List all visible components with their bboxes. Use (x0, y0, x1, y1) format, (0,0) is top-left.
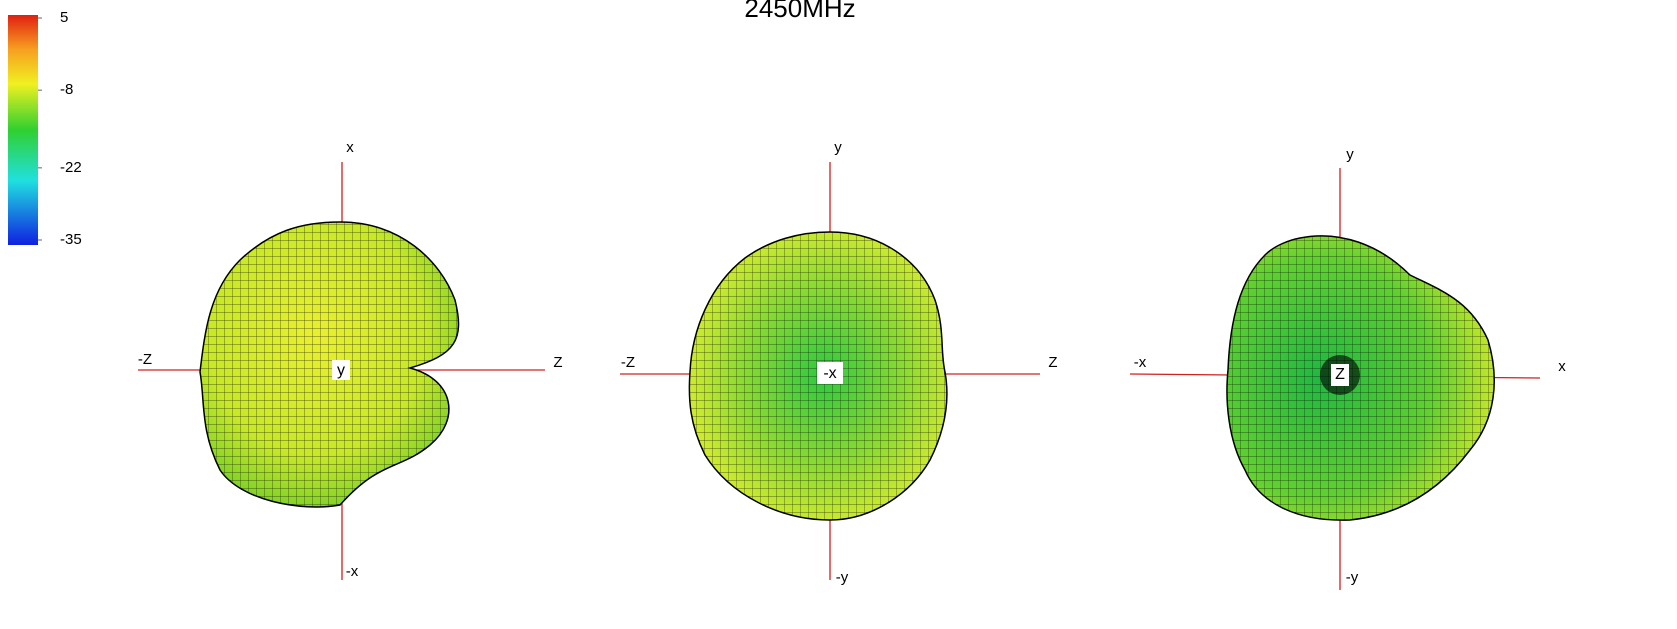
axis-label: -x (346, 563, 359, 580)
label-box (817, 362, 843, 384)
axis-label: x (346, 139, 354, 156)
axis-label: y (834, 139, 842, 156)
colorbar-tick-label: -35 (60, 231, 82, 248)
label-box (332, 360, 350, 380)
title: 2450MHz (744, 0, 855, 23)
center-label: y (337, 362, 345, 379)
axis-label: -x (1134, 354, 1147, 371)
center-label: Z (1335, 366, 1345, 383)
axis-label: -y (1346, 569, 1359, 586)
view: Z y -y -x x (1129, 146, 1566, 590)
axis-label: -y (836, 569, 849, 586)
view: -x y -y -Z Z (620, 139, 1058, 586)
mesh (1226, 235, 1495, 521)
axis-label: Z (553, 354, 562, 371)
colorbar-tick-label: -22 (60, 159, 82, 176)
center-label: -x (823, 365, 836, 382)
axis-label: -Z (138, 351, 152, 368)
label-box (1331, 364, 1349, 386)
axis-label: x (1558, 358, 1566, 375)
view: y x -x -Z Z (138, 139, 563, 580)
mesh (200, 222, 459, 507)
axis-label: Z (1048, 354, 1057, 371)
colorbar-tick-label: 5 (60, 9, 68, 26)
axis-label: -Z (621, 354, 635, 371)
colorbar (8, 15, 38, 245)
colorbar-ticks: 5 -8 -22 -35 (38, 9, 82, 248)
colorbar-tick-label: -8 (60, 81, 73, 98)
axis-label: y (1346, 146, 1354, 163)
